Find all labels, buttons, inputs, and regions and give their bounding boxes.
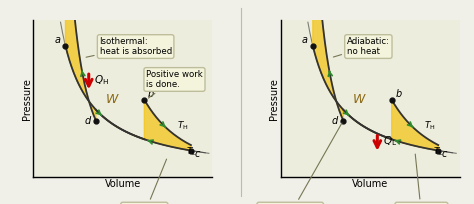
Text: Adiabatic:
no heat: Adiabatic: no heat [333,37,390,57]
Y-axis label: Pressure: Pressure [22,78,32,120]
Polygon shape [313,0,438,151]
Polygon shape [65,0,191,151]
Text: $W$: $W$ [105,93,119,106]
Text: $Q_\mathsf{L}$: $Q_\mathsf{L}$ [383,135,397,148]
Text: c: c [442,149,447,159]
Text: a: a [302,35,308,45]
X-axis label: Volume: Volume [352,179,388,189]
Text: c: c [194,149,200,159]
Text: b: b [148,89,154,99]
Text: Isothermal:
heat is lost: Isothermal: heat is lost [397,154,446,204]
Text: d: d [84,116,91,126]
Y-axis label: Pressure: Pressure [269,78,279,120]
Text: Adiabatic:
no heat: Adiabatic: no heat [123,159,166,204]
Text: Negative work
is done.: Negative work is done. [259,123,342,204]
Text: b: b [395,89,401,99]
Text: $T_\mathsf{H}$: $T_\mathsf{H}$ [177,119,188,132]
Text: $W$: $W$ [352,93,367,106]
Text: $Q_\mathsf{H}$: $Q_\mathsf{H}$ [94,73,109,87]
Text: $T_\mathsf{H}$: $T_\mathsf{H}$ [424,119,436,132]
Text: a: a [55,35,61,45]
Text: Isothermal:
heat is absorbed: Isothermal: heat is absorbed [86,37,172,57]
Text: Positive work
is done.: Positive work is done. [146,70,203,98]
Text: $T_\mathsf{L}$: $T_\mathsf{L}$ [433,145,444,158]
X-axis label: Volume: Volume [105,179,141,189]
Text: $T_\mathsf{L}$: $T_\mathsf{L}$ [185,145,197,158]
Text: d: d [332,116,338,126]
